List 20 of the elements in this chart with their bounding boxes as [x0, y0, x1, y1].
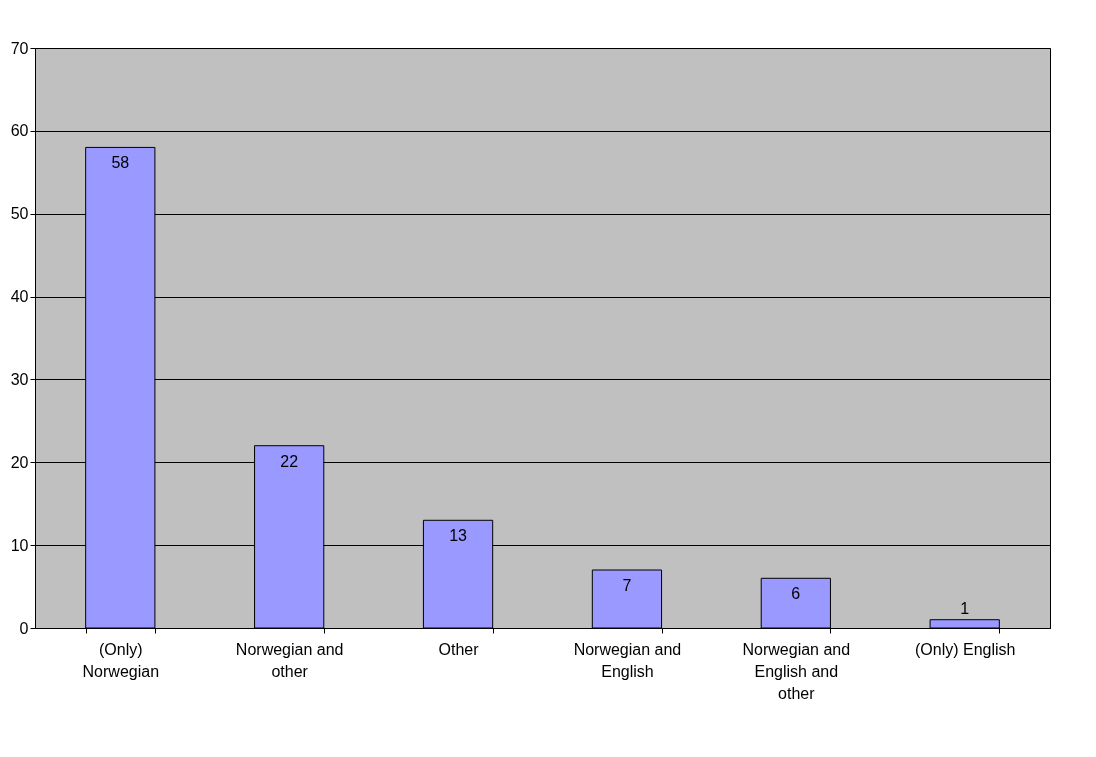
y-tick-label: 0 [19, 619, 29, 637]
x-tick-label: (Only) English [914, 640, 1016, 658]
y-tick-label: 70 [10, 39, 29, 57]
y-tick-label: 10 [10, 536, 29, 554]
data-label: 22 [280, 452, 299, 470]
y-tick-label: 40 [10, 288, 29, 306]
x-tick-label: Norwegian and other [235, 640, 344, 680]
x-tick-label: Other [438, 640, 480, 658]
y-tick-label: 20 [10, 453, 29, 471]
y-tick-label: 30 [10, 370, 29, 388]
x-tick-label: Norwegian and English and other [742, 640, 851, 702]
data-label: 13 [449, 527, 468, 545]
y-tick-label: 50 [10, 205, 29, 223]
data-label: 58 [111, 154, 130, 172]
y-tick-label: 60 [10, 122, 29, 140]
data-label: 7 [622, 577, 632, 594]
data-label: 6 [791, 585, 801, 603]
x-tick-label: (Only) Norwegian [82, 640, 160, 680]
data-label: 1 [960, 599, 970, 617]
x-tick-label: Norwegian and English [573, 640, 682, 680]
